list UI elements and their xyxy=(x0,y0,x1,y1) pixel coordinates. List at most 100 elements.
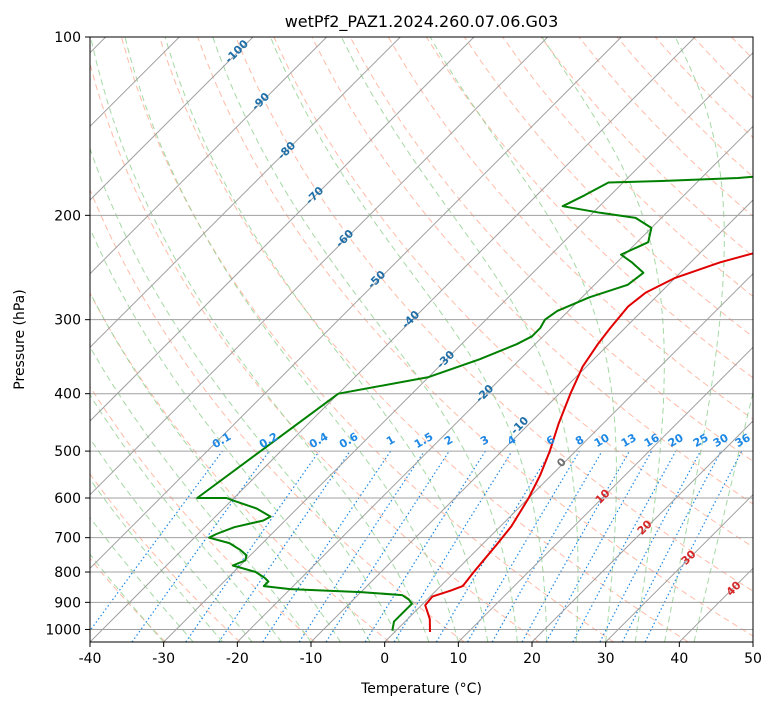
temperature-profile xyxy=(424,252,753,633)
dry-adiabat xyxy=(235,37,753,592)
mixing-ratio-label: 25 xyxy=(691,431,711,450)
dry-adiabat xyxy=(90,62,540,642)
mixing-ratio-label: 1 xyxy=(384,433,397,448)
moist-adiabat-label: -50 xyxy=(365,268,388,291)
mixing-ratio-line xyxy=(545,450,653,642)
mixing-ratio-label: 0.4 xyxy=(307,430,331,451)
isotherm-label: 0 xyxy=(554,455,569,470)
mixing-ratio-label: 10 xyxy=(592,431,612,450)
mixing-ratio-line xyxy=(364,450,486,642)
isotherm xyxy=(384,272,753,642)
mixing-ratio-label: 13 xyxy=(619,431,639,450)
x-tick-label: 40 xyxy=(670,651,688,667)
profiles xyxy=(196,175,753,633)
y-tick-label: 600 xyxy=(54,491,81,507)
moist-adiabat xyxy=(124,37,459,642)
moist-adiabat xyxy=(541,37,665,642)
x-tick-label: 50 xyxy=(744,651,762,667)
moist-adiabat xyxy=(164,37,489,642)
mixing-ratio-label: 16 xyxy=(642,431,662,450)
background-lines xyxy=(90,37,775,642)
dry-adiabat xyxy=(90,473,241,642)
isobar-gridlines xyxy=(90,214,753,630)
dry-adiabat xyxy=(502,37,753,298)
mixing-ratio-line xyxy=(466,450,580,642)
mixing-ratio-label: 2 xyxy=(442,433,455,448)
moist-adiabat xyxy=(90,478,223,642)
mixing-ratio-label: 0.1 xyxy=(210,430,233,451)
dry-adiabats xyxy=(90,37,775,642)
moist-adiabat xyxy=(90,147,400,642)
mixing-ratio-line xyxy=(393,450,513,642)
mixing-ratio-line xyxy=(521,450,631,642)
mixing-ratio-line xyxy=(262,450,392,642)
mixing-ratio-label: 36 xyxy=(733,431,753,450)
moist-adiabat xyxy=(340,37,579,642)
y-tick-label: 100 xyxy=(54,30,81,46)
mixing-ratio-line xyxy=(572,450,677,642)
mixing-ratio-label: 0.2 xyxy=(257,430,280,451)
x-tick-label: 30 xyxy=(597,651,615,667)
x-tick-label: -10 xyxy=(300,651,323,667)
moist-adiabat xyxy=(664,37,725,642)
mixing-ratio-line xyxy=(131,450,270,642)
mixing-ratio-line xyxy=(185,450,320,642)
dry-adiabat xyxy=(770,37,775,642)
isotherm xyxy=(605,493,753,642)
x-tick-label: 10 xyxy=(449,651,467,667)
dry-adiabat xyxy=(90,188,465,642)
y-tick-label: 500 xyxy=(54,444,81,460)
isotherm xyxy=(457,346,753,642)
isotherm xyxy=(163,51,753,642)
dry-adiabat xyxy=(464,37,753,338)
dry-adiabat xyxy=(387,37,753,420)
moist-adiabat xyxy=(212,37,518,642)
isotherm xyxy=(90,37,401,349)
dry-adiabat xyxy=(578,37,753,218)
y-tick-label: 800 xyxy=(54,565,81,581)
dewpoint-profile xyxy=(196,175,753,631)
isotherm xyxy=(90,37,328,275)
isotherm xyxy=(90,37,696,642)
y-tick-label: 1000 xyxy=(45,622,81,638)
mixing-ratio-lines xyxy=(90,450,743,642)
y-tick-label: 300 xyxy=(54,313,81,329)
x-tick-label: -30 xyxy=(152,651,175,667)
isotherm-label: 20 xyxy=(635,517,655,537)
mixing-ratio-line xyxy=(298,450,425,642)
moist-adiabat xyxy=(90,346,312,642)
dry-adiabat xyxy=(349,37,753,462)
chart-title: wetPf2_PAZ1.2024.260.07.06.G03 xyxy=(285,12,559,32)
isotherm xyxy=(236,125,753,642)
x-axis: -40 -30 -20 -10 0 10 20 30 40 50 xyxy=(79,642,762,667)
mixing-ratio-line xyxy=(644,450,743,642)
dry-adiabat xyxy=(159,37,689,642)
moist-adiabats xyxy=(90,37,753,642)
x-tick-label: 20 xyxy=(523,651,541,667)
moist-adiabat-label: -100 xyxy=(222,37,251,66)
y-tick-label: 700 xyxy=(54,531,81,547)
isotherm xyxy=(678,567,753,642)
y-tick-label: 400 xyxy=(54,387,81,403)
mixing-ratio-line xyxy=(90,450,223,632)
mixing-ratio-line xyxy=(435,450,552,642)
y-tick-label: 200 xyxy=(54,208,81,224)
isotherm xyxy=(90,37,254,201)
dry-adiabat xyxy=(120,37,614,642)
dry-adiabat xyxy=(90,385,316,642)
dry-adiabat xyxy=(311,37,753,505)
moist-adiabat xyxy=(429,37,617,642)
mixing-ratio-label: 8 xyxy=(573,433,586,448)
isotherm xyxy=(90,37,549,496)
isotherm xyxy=(752,641,753,642)
mixing-ratio-line xyxy=(621,450,722,642)
y-tick-label: 900 xyxy=(54,595,81,611)
mixing-ratio-line xyxy=(325,450,450,642)
mixing-ratio-label: 3 xyxy=(478,433,491,448)
isotherm xyxy=(310,199,753,642)
x-axis-title: Temperature (°C) xyxy=(360,681,482,697)
isotherm xyxy=(90,37,475,422)
isotherm-gridlines xyxy=(90,37,753,642)
isotherm-label: 30 xyxy=(679,547,699,567)
